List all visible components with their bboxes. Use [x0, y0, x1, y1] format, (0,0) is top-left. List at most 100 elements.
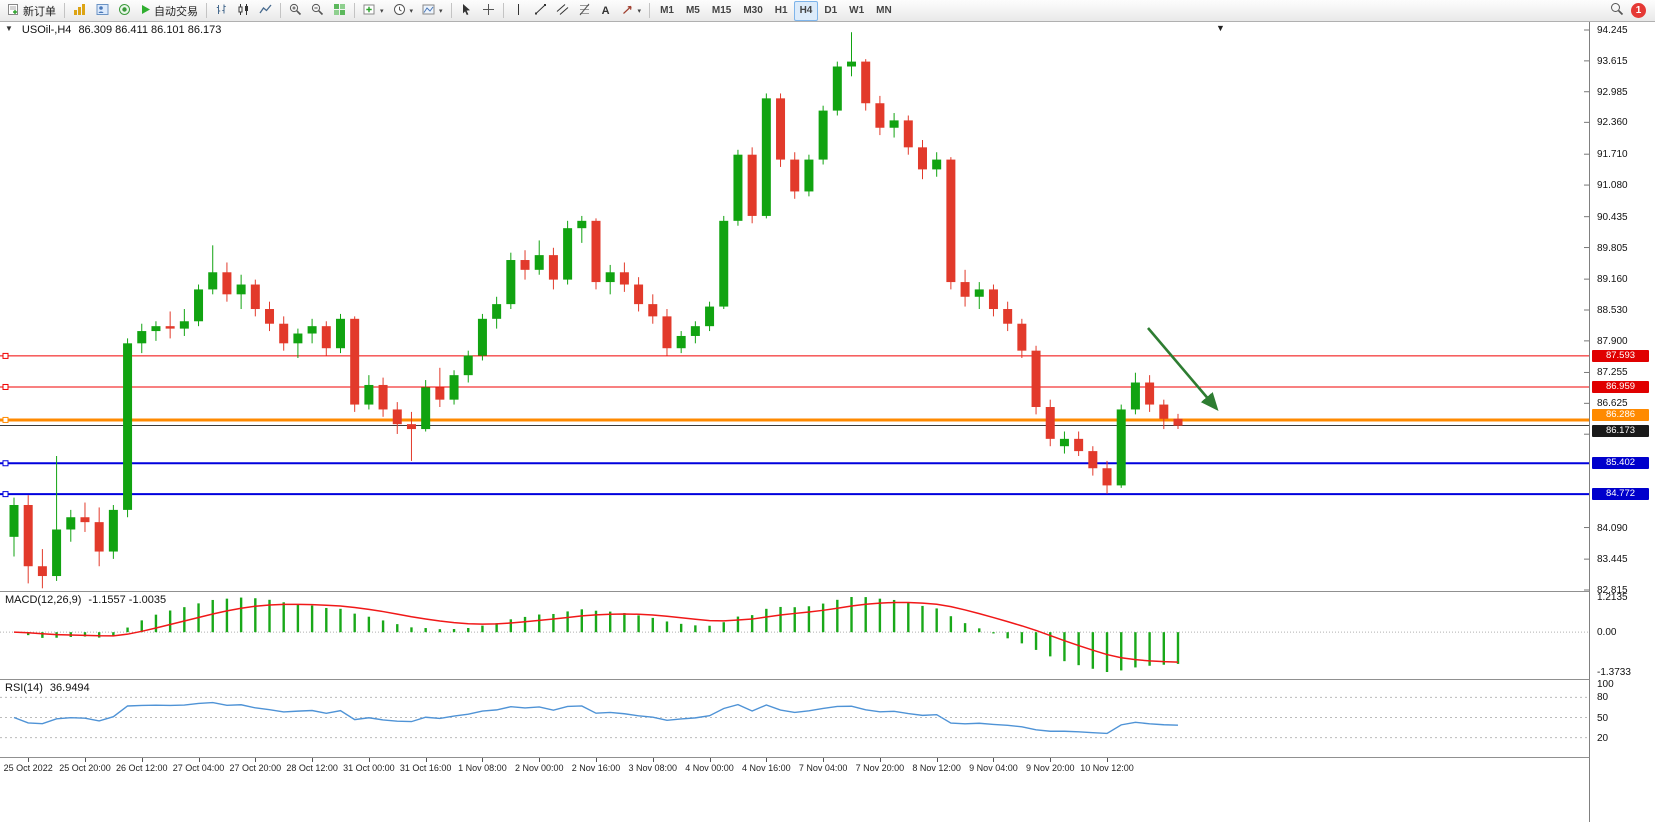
market-watch-button[interactable]	[69, 1, 91, 21]
time-axis-tick	[539, 758, 541, 762]
tile-windows-button[interactable]	[329, 1, 350, 21]
price-axis-label: 90.435	[1597, 211, 1628, 223]
search-icon	[1610, 2, 1624, 19]
price-chart-canvas[interactable]	[0, 22, 1589, 591]
zoom-in-button[interactable]	[285, 1, 306, 21]
time-axis-tick	[141, 758, 143, 762]
fibonacci-tool-button[interactable]	[574, 1, 595, 21]
time-axis-label: 31 Oct 00:00	[343, 763, 395, 773]
tile-windows-icon	[333, 3, 346, 19]
data-window-icon	[96, 3, 109, 19]
chart-shift-marker[interactable]: ▼	[1216, 23, 1225, 33]
text-tool-icon: A	[601, 4, 610, 17]
timeframe-h1-button[interactable]: H1	[769, 1, 794, 21]
time-axis-tick	[1107, 758, 1109, 762]
zoom-out-icon	[311, 3, 324, 19]
time-axis-label: 27 Oct 04:00	[172, 763, 225, 773]
time-axis-label: 1 Nov 08:00	[458, 763, 507, 773]
time-axis-tick	[709, 758, 711, 762]
price-axis-label: 91.710	[1597, 149, 1628, 161]
trendline-icon	[534, 3, 547, 19]
periods-button[interactable]: ▾	[389, 1, 418, 21]
price-tag: 84.772	[1592, 488, 1649, 501]
macd-indicator-name: MACD(12,26,9)	[5, 594, 82, 606]
rsi-indicator-name: RSI(14)	[5, 682, 43, 694]
search-button[interactable]	[1606, 1, 1628, 21]
chevron-down-icon: ▾	[439, 7, 443, 15]
equidistant-channel-tool-button[interactable]	[552, 1, 573, 21]
time-axis-tick	[425, 758, 427, 762]
toolbar-separator	[649, 3, 651, 18]
timeframe-m5-button[interactable]: M5	[680, 1, 706, 21]
rsi-axis-label: 50	[1597, 712, 1609, 724]
equidistant-channel-icon	[556, 3, 569, 19]
templates-button[interactable]: ▾	[418, 1, 447, 21]
time-axis-tick	[766, 758, 768, 762]
time-axis-tick	[1050, 758, 1052, 762]
bar-chart-mode-button[interactable]	[211, 1, 232, 21]
navigator-icon	[118, 3, 131, 19]
chart-symbol-period: USOil-,H4	[21, 24, 72, 36]
toolbar-separator	[450, 3, 452, 18]
line-chart-mode-button[interactable]	[255, 1, 276, 21]
timeframe-m15-button[interactable]: M15	[706, 1, 737, 21]
trendline-tool-button[interactable]	[530, 1, 551, 21]
navigator-button[interactable]	[114, 1, 135, 21]
indicators-button[interactable]: ▾	[359, 1, 388, 21]
zoom-in-icon	[289, 3, 302, 19]
toolbar-separator	[502, 3, 504, 18]
time-axis-label: 28 Oct 12:00	[286, 763, 338, 773]
timeframe-h4-button[interactable]: H4	[793, 0, 819, 21]
arrows-tool-button[interactable]: ▾	[617, 1, 646, 21]
chevron-down-icon: ▾	[380, 7, 384, 15]
price-axis-label: 89.805	[1597, 242, 1628, 254]
timeframe-w1-button[interactable]: W1	[843, 1, 870, 21]
macd-canvas[interactable]	[0, 592, 1589, 679]
time-axis-label: 25 Oct 20:00	[59, 763, 111, 773]
timeframe-mn-button[interactable]: MN	[870, 1, 898, 21]
price-axis-label: 93.615	[1597, 55, 1628, 67]
main-toolbar: 新订单 自动交易	[0, 0, 1655, 22]
time-axis-label: 2 Nov 16:00	[571, 763, 621, 773]
cursor-tool-button[interactable]	[456, 1, 477, 21]
text-tool-button[interactable]: A	[596, 1, 616, 21]
time-axis-label: 10 Nov 12:00	[1080, 763, 1134, 773]
time-axis-label: 9 Nov 20:00	[1025, 763, 1075, 773]
templates-icon	[422, 3, 435, 19]
time-axis-tick	[255, 758, 257, 762]
notification-badge[interactable]: 1	[1631, 3, 1646, 18]
autotrading-label: 自动交易	[154, 5, 198, 18]
time-axis-label: 4 Nov 16:00	[742, 763, 791, 773]
time-axis-label: 26 Oct 12:00	[115, 763, 168, 773]
one-click-trading-collapse-icon[interactable]: ▼	[5, 24, 13, 33]
rsi-canvas[interactable]	[0, 680, 1589, 757]
new-order-button[interactable]: 新订单	[3, 1, 60, 21]
chart-ohlc-values: 86.309 86.411 86.101 86.173	[78, 24, 222, 36]
data-window-button[interactable]	[92, 1, 113, 21]
price-axis[interactable]: 94.245 93.615 92.985 92.360 91.710 91.080 90.4…	[1590, 22, 1655, 757]
vertical-line-icon	[512, 3, 525, 19]
price-axis-label: 89.160	[1597, 274, 1628, 286]
timeframe-m1-button[interactable]: M1	[654, 1, 680, 21]
clock-icon	[393, 3, 406, 19]
time-axis[interactable]: 25 Oct 2022 25 Oct 20:00 26 Oct 12:00 27 Oc…	[0, 757, 1590, 822]
candlestick-mode-button[interactable]	[233, 1, 254, 21]
rsi-label-row: RSI(14) 36.9494	[5, 682, 90, 694]
price-axis-label: 94.245	[1597, 25, 1628, 36]
zoom-out-button[interactable]	[307, 1, 328, 21]
toolbar-separator	[354, 3, 355, 18]
new-order-icon	[7, 3, 20, 19]
timeframe-m30-button[interactable]: M30	[737, 1, 768, 21]
market-watch-icon	[73, 3, 87, 19]
toolbar-separator	[64, 3, 65, 18]
macd-indicator-values: -1.1557 -1.0035	[88, 594, 167, 606]
crosshair-tool-button[interactable]	[478, 1, 499, 21]
autotrading-button[interactable]: 自动交易	[136, 1, 202, 21]
cursor-icon	[460, 3, 473, 19]
timeframe-d1-button[interactable]: D1	[818, 1, 843, 21]
time-axis-label: 7 Nov 04:00	[798, 763, 848, 773]
vertical-line-tool-button[interactable]	[508, 1, 529, 21]
chart-window: ▼ USOil-,H4 86.309 86.411 86.101 86.173 …	[0, 22, 1655, 822]
macd-axis-label: 1.2135	[1597, 592, 1628, 603]
